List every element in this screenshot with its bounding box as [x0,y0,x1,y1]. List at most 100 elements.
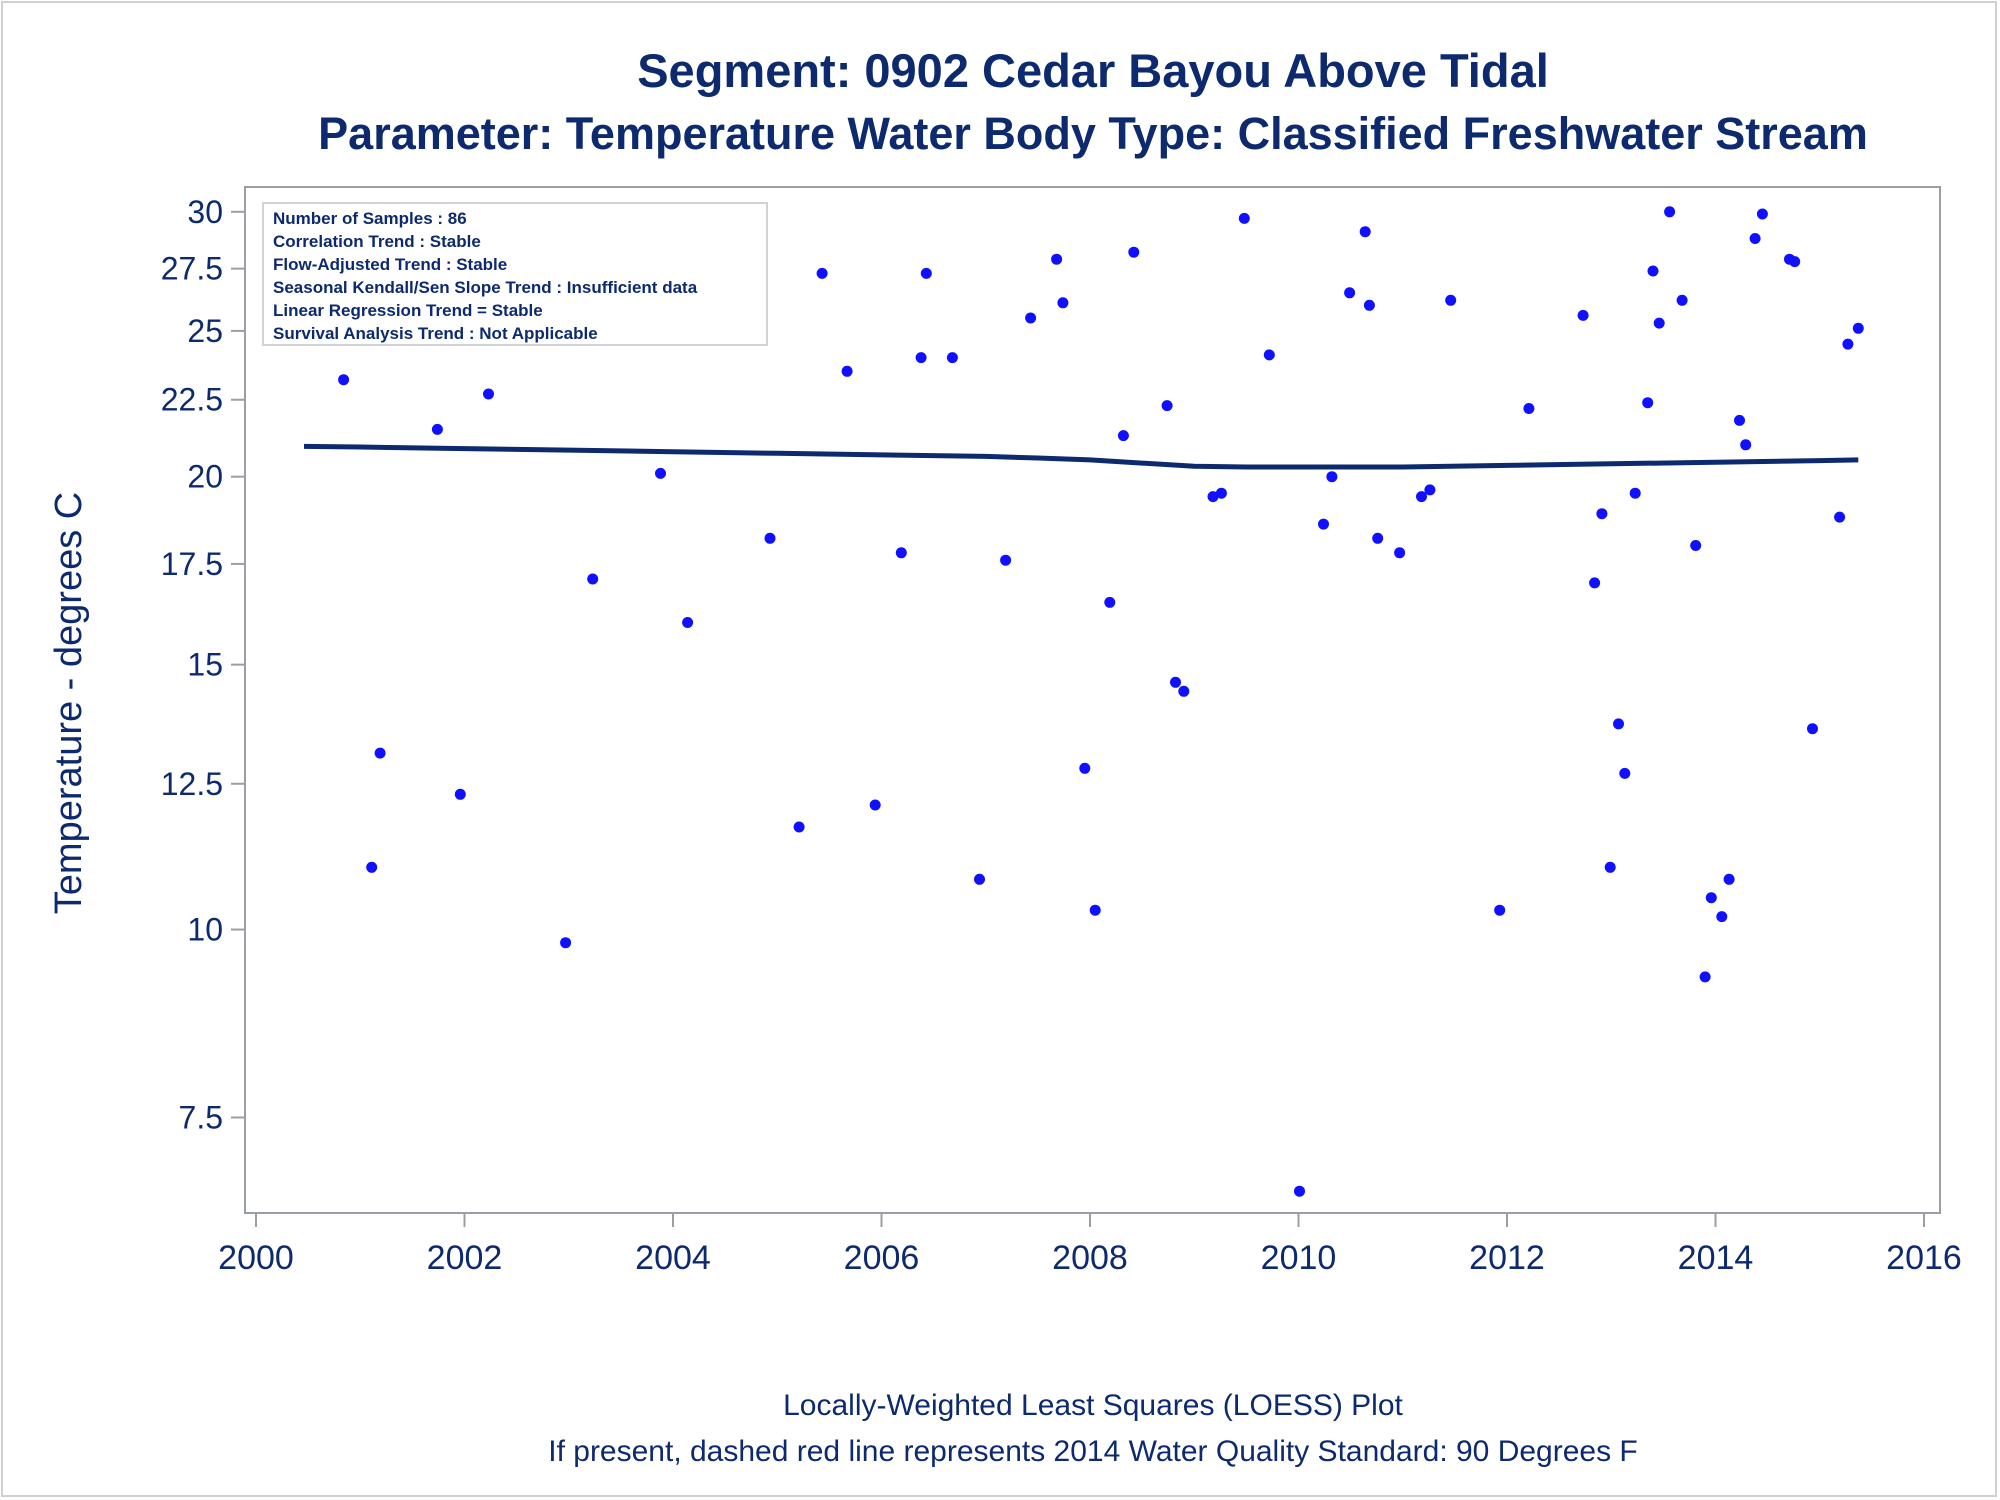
data-point [1842,338,1854,350]
footnote-loess: Locally-Weighted Least Squares (LOESS) P… [783,1389,1403,1422]
loess-scatter-chart: Segment: 0902 Cedar Bayou Above Tidal Pa… [48,44,1962,1468]
data-point [920,267,932,279]
data-points [298,206,1864,1197]
data-point [1734,414,1745,426]
data-point [1852,322,1864,334]
data-point [1756,208,1768,220]
data-point [1596,508,1608,520]
data-point [869,799,881,811]
data-point [1025,312,1037,324]
data-point [1613,718,1624,730]
data-point [974,873,985,885]
x-tick-label: 2014 [1678,1239,1754,1277]
data-point [1807,723,1818,735]
y-tick-label: 10 [187,912,223,948]
y-tick-label: 7.5 [179,1099,223,1135]
x-tick-label: 2008 [1052,1239,1128,1277]
data-point [1629,487,1641,499]
data-point [483,388,494,400]
data-point [1215,487,1227,499]
loess-trend-line [303,443,1859,470]
y-tick-label: 30 [187,194,223,230]
data-point [431,423,443,435]
data-point [1642,397,1654,409]
inset-line-correlation: Correlation Trend : Stable [273,232,481,251]
data-point [1178,685,1190,697]
data-point [1057,297,1069,309]
inset-line-survival-analysis: Survival Analysis Trend : Not Applicable [273,324,598,343]
x-tick-label: 2000 [218,1239,294,1277]
data-point [1263,349,1275,361]
data-point [1079,762,1091,774]
data-point [946,352,958,364]
plot-area [244,186,1941,1214]
y-tick-label: 27.5 [161,251,223,287]
data-point [1699,971,1711,983]
data-point [1834,511,1846,523]
data-point [1318,518,1329,530]
data-point [841,365,853,377]
y-tick-label: 20 [187,459,223,495]
inset-line-seasonal-kendall: Seasonal Kendall/Sen Slope Trend : Insuf… [273,278,698,297]
x-tick-label: 2010 [1261,1239,1337,1277]
data-point [1789,256,1801,268]
data-point [655,467,666,479]
chart-title: Segment: 0902 Cedar Bayou Above Tidal [637,44,1549,97]
data-point [1207,491,1219,503]
x-tick-label: 2006 [844,1239,920,1277]
data-point [1676,294,1688,306]
x-tick-label: 2004 [635,1239,711,1277]
x-tick-label: 2012 [1469,1239,1545,1277]
data-point [1359,226,1371,238]
data-point [1664,206,1676,218]
data-point [1716,911,1728,923]
data-point [1128,246,1140,258]
x-tick-label: 2002 [427,1239,503,1277]
data-point [1104,596,1116,608]
chart-subtitle: Parameter: Temperature Water Body Type: … [318,108,1868,159]
data-point [1294,1185,1305,1197]
data-point [1577,309,1589,321]
data-point [1690,540,1702,551]
inset-line-samples: Number of Samples : 86 [273,209,467,228]
x-axis: 2000 2002 2004 2006 2008 2010 2012 2014 2016 [218,1213,1962,1277]
data-point [1170,676,1181,688]
y-axis: 7.5 10 12.5 15 17.5 20 22.5 25 27.5 30 [161,194,245,1135]
data-point [793,821,805,833]
footnote-standard: If present, dashed red line represents 2… [548,1435,1638,1468]
data-point [1238,212,1250,224]
data-point [1051,253,1063,265]
data-point [1647,265,1659,277]
data-point [1363,299,1375,311]
y-axis-label: Temperature - degrees C [48,492,90,914]
inset-line-flow-adjusted: Flow-Adjusted Trend : Stable [273,255,507,274]
data-point [1344,287,1356,299]
data-point [1523,403,1535,414]
data-point [1494,904,1506,916]
data-point [587,573,599,585]
data-point [1723,873,1735,885]
data-point [1445,294,1457,306]
data-point [764,532,776,544]
y-tick-label: 22.5 [161,382,223,418]
data-point [682,617,694,628]
data-point [1416,491,1427,503]
data-point [1117,430,1129,442]
data-point [366,861,378,873]
data-point [895,547,907,559]
y-tick-label: 17.5 [161,546,223,582]
data-point [1161,400,1173,412]
data-point [454,788,466,800]
data-point [1089,904,1101,916]
inset-line-linear-regression: Linear Regression Trend = Stable [273,301,543,320]
data-point [1604,861,1616,873]
data-point [1653,317,1665,329]
x-tick-label: 2016 [1886,1239,1962,1277]
data-point [1000,554,1012,566]
y-tick-label: 15 [187,647,223,683]
data-point [1394,547,1406,559]
data-point [1705,892,1717,904]
data-point [1749,233,1761,244]
data-point [1326,471,1338,483]
